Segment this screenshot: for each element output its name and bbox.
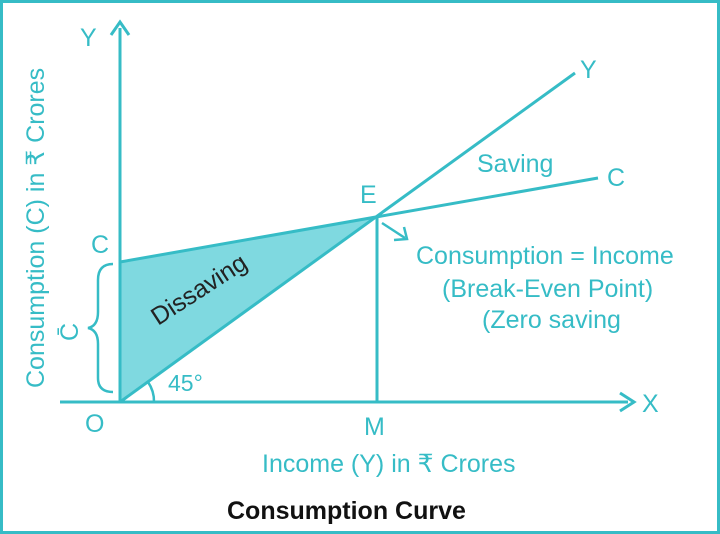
diagram-caption: Consumption Curve bbox=[227, 497, 466, 525]
x-axis-title: Income (Y) in ₹ Crores bbox=[262, 450, 515, 478]
income-line-45deg bbox=[119, 71, 576, 404]
break-even-pointer-arrow bbox=[381, 221, 406, 240]
autonomous-consumption-bracket bbox=[87, 262, 114, 394]
y-axis-letter: Y bbox=[80, 24, 97, 52]
break-even-annotation-line1: Consumption = Income bbox=[416, 242, 674, 270]
x-axis-letter: X bbox=[642, 390, 659, 418]
consumption-intercept-label: C bbox=[91, 231, 109, 259]
point-e-label: E bbox=[360, 181, 377, 209]
autonomous-consumption-label: C̄ bbox=[56, 323, 84, 341]
point-m-label: M bbox=[364, 413, 385, 441]
angle-arc bbox=[146, 381, 156, 403]
y-axis-arrowhead bbox=[109, 19, 131, 36]
angle-label: 45° bbox=[168, 370, 203, 396]
pointer-arrowhead bbox=[393, 226, 409, 242]
break-even-annotation-line3: (Zero saving bbox=[482, 306, 621, 334]
income-line-end-label: Y bbox=[580, 56, 597, 84]
origin-label: O bbox=[85, 410, 104, 438]
break-even-annotation-line2: (Break-Even Point) bbox=[442, 275, 653, 303]
saving-label: Saving bbox=[477, 150, 553, 178]
consumption-line-end-label: C bbox=[607, 164, 625, 192]
x-axis-arrowhead bbox=[619, 391, 637, 413]
consumption-line bbox=[119, 176, 599, 264]
y-axis-title: Consumption (C) in ₹ Crores bbox=[22, 68, 50, 388]
